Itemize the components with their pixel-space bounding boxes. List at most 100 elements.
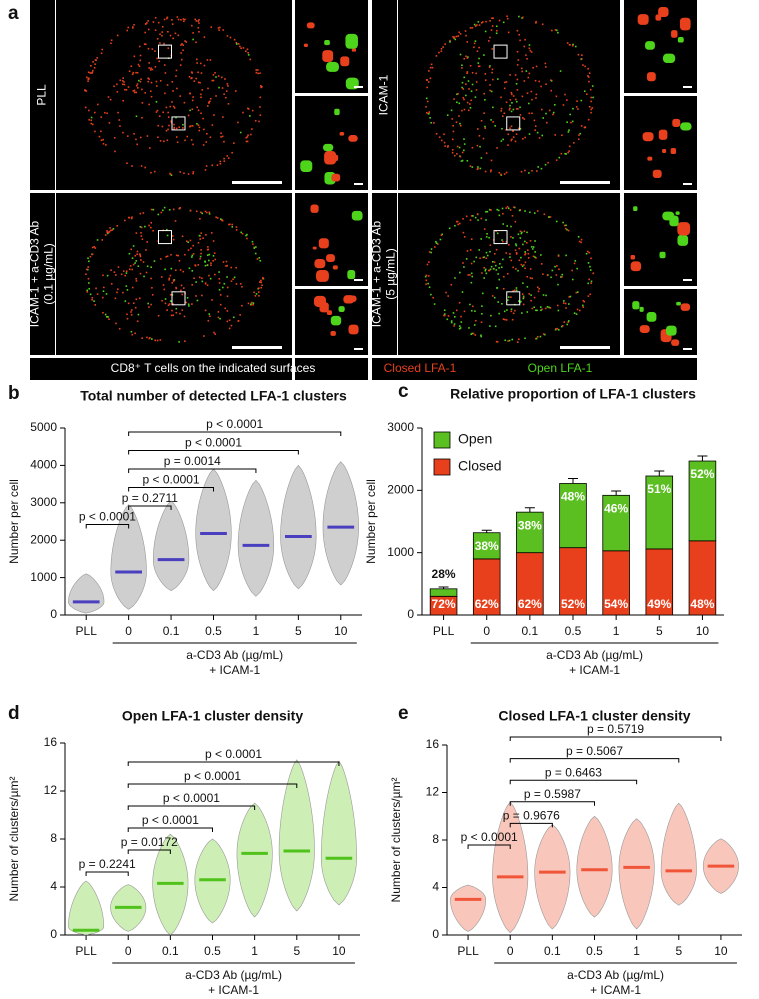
cluster-dot <box>497 273 499 275</box>
cluster-dot <box>513 206 516 209</box>
y-tick-label: 16 <box>44 735 58 749</box>
cluster-dot <box>549 216 552 218</box>
cluster-dot <box>167 30 169 33</box>
cluster-dot <box>453 325 455 327</box>
cluster-dot <box>539 335 542 338</box>
zoom-cluster <box>677 222 691 236</box>
cluster-dot <box>478 24 481 26</box>
cluster-dot <box>492 106 494 109</box>
cluster-dot <box>578 134 580 136</box>
cluster-dot <box>194 264 196 266</box>
cluster-dot <box>540 85 542 88</box>
cluster-dot <box>485 272 488 275</box>
cluster-dot <box>471 83 474 86</box>
cluster-dot <box>102 311 104 314</box>
cluster-dot <box>530 294 532 296</box>
cluster-dot <box>524 261 527 264</box>
cluster-dot <box>474 334 477 336</box>
cluster-dot <box>550 89 553 92</box>
cluster-dot <box>479 145 481 148</box>
cluster-dot <box>197 242 200 244</box>
cluster-dot <box>491 68 494 71</box>
scale-bar <box>683 279 692 281</box>
cluster-dot <box>87 80 89 82</box>
cluster-dot <box>489 89 491 92</box>
cluster-dot <box>86 289 88 292</box>
p-value: p = 0.9676 <box>503 809 560 823</box>
cluster-dot <box>505 207 507 209</box>
cluster-dot <box>136 143 138 146</box>
cluster-dot <box>235 229 238 231</box>
cluster-dot <box>218 289 221 291</box>
cluster-dot <box>456 153 458 155</box>
cluster-dot <box>227 157 230 159</box>
cluster-dot <box>562 221 564 224</box>
cluster-dot <box>482 137 485 140</box>
cluster-dot <box>587 282 590 285</box>
cluster-dot <box>483 277 485 279</box>
significance-bracket <box>127 805 256 810</box>
cluster-dot <box>213 114 215 116</box>
cluster-dot <box>100 139 103 142</box>
cluster-dot <box>139 255 142 258</box>
cluster-dot <box>172 37 174 40</box>
cluster-dot <box>137 79 140 82</box>
cluster-dot <box>459 327 462 329</box>
zoom-cluster <box>671 30 678 38</box>
cluster-dot <box>523 80 526 82</box>
separator <box>30 355 697 358</box>
cluster-dot <box>475 81 478 83</box>
cluster-dot <box>160 211 163 214</box>
cluster-dot <box>491 71 493 74</box>
cluster-dot <box>589 269 592 271</box>
zoom-cluster <box>348 324 359 335</box>
cluster-dot <box>495 32 498 35</box>
cluster-dot <box>527 252 530 255</box>
condition-label-line: (5 µg/mL) <box>384 248 398 300</box>
cluster-dot <box>471 332 474 335</box>
cluster-dot <box>469 219 472 221</box>
cluster-dot <box>463 143 466 145</box>
cluster-dot <box>172 238 175 241</box>
cluster-dot <box>154 66 157 68</box>
cluster-dot <box>524 253 526 256</box>
y-tick-label: 3000 <box>30 495 57 509</box>
cluster-dot <box>590 111 592 114</box>
cluster-dot <box>250 133 252 136</box>
cluster-dot <box>536 170 538 172</box>
roi-box <box>171 116 186 131</box>
cluster-dot <box>518 259 521 262</box>
cluster-dot <box>444 145 446 147</box>
cluster-dot <box>486 232 488 235</box>
cluster-dot <box>258 120 260 123</box>
cluster-dot <box>465 34 467 37</box>
cluster-dot <box>511 338 514 341</box>
cluster-dot <box>565 153 567 155</box>
cluster-dot <box>241 232 244 235</box>
cluster-dot <box>90 116 93 119</box>
cluster-dot <box>465 258 468 260</box>
cluster-dot <box>528 112 531 115</box>
cluster-dot <box>211 164 214 167</box>
cluster-dot <box>582 299 585 302</box>
cluster-dot <box>480 334 482 337</box>
cluster-dot <box>117 111 119 114</box>
x-tick-label: 5 <box>295 624 302 638</box>
cluster-dot <box>214 258 217 261</box>
cluster-dot <box>576 308 579 311</box>
cluster-dot <box>514 249 517 252</box>
cluster-dot <box>133 89 136 92</box>
cluster-dot <box>572 43 574 46</box>
x-axis-label: a-CD3 Ab (µg/mL) <box>546 648 643 662</box>
cluster-dot <box>215 216 217 219</box>
cluster-dot <box>189 239 192 242</box>
cluster-dot <box>482 256 484 259</box>
p-value: p < 0.0001 <box>142 813 199 827</box>
cluster-dot <box>426 100 429 103</box>
cluster-dot <box>257 72 259 75</box>
cluster-dot <box>555 95 558 98</box>
cluster-dot <box>515 253 518 255</box>
cluster-dot <box>93 66 96 69</box>
cluster-dot <box>170 314 173 317</box>
